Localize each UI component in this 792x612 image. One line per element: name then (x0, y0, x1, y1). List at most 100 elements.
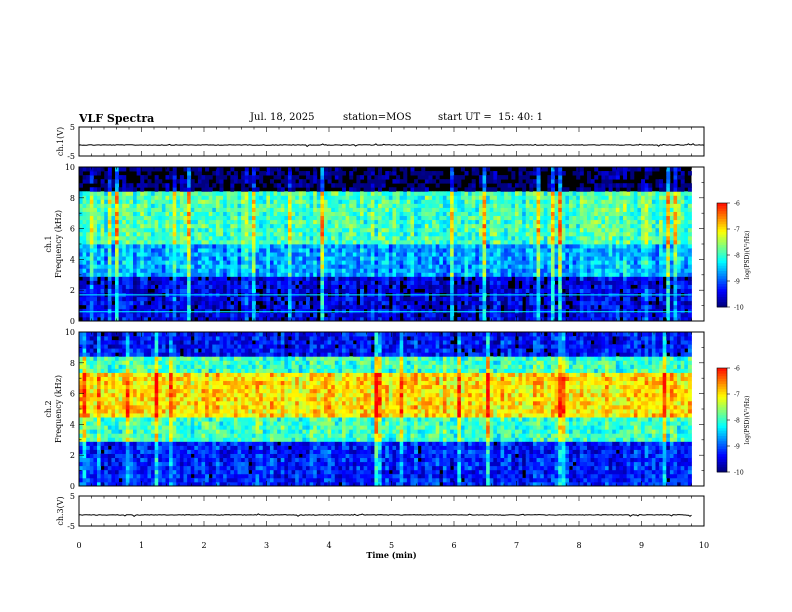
spectrogram-cell (558, 284, 563, 289)
spectrogram-cell (262, 244, 267, 249)
spectrogram-cell (532, 235, 537, 241)
spectrogram-cell (569, 316, 573, 322)
spectrogram-cell (262, 252, 267, 257)
spectrogram-cell (486, 167, 491, 172)
spectrogram-cell (327, 223, 332, 229)
spectrogram-cell (122, 268, 127, 273)
spectrogram-cell (554, 191, 559, 196)
spectrogram-cell (212, 248, 217, 253)
spectrogram-cell (579, 183, 584, 188)
spectrogram-cell (417, 296, 422, 302)
spectrogram-cell (226, 219, 231, 225)
spectrogram-cell (331, 276, 336, 281)
spectrogram-cell (244, 268, 249, 273)
spectrogram-cell (89, 207, 94, 212)
spectrogram-cell (305, 256, 310, 261)
spectrogram-cell (504, 219, 509, 225)
spectrogram-cell (360, 304, 365, 310)
spectrogram-cell (194, 312, 199, 318)
spectrogram-cell (468, 252, 473, 257)
spectrogram-cell (468, 268, 473, 273)
spectrogram-cell (363, 191, 368, 196)
spectrogram-cell (504, 223, 509, 229)
spectrogram-cell (158, 248, 163, 253)
spectrogram-cell (115, 312, 120, 318)
spectrogram-cell (158, 219, 163, 225)
spectrogram-cell (107, 288, 112, 294)
spectrogram-cell (284, 280, 289, 285)
spectrogram-cell (482, 284, 487, 289)
spectrogram-cell (406, 239, 411, 245)
spectrogram-cell (93, 284, 98, 289)
spectrogram-cell (320, 219, 325, 225)
spectrogram-cell (352, 211, 357, 217)
spectrogram-cell (316, 199, 321, 204)
spectrogram-cell (176, 195, 181, 200)
spectrogram-cell (154, 207, 159, 212)
spectrogram-cell (176, 244, 181, 249)
spectrogram-cell (540, 312, 545, 318)
spectrogram-cell (496, 248, 501, 253)
spectrogram-cell (158, 191, 163, 196)
spectrogram-cell (161, 211, 166, 217)
spectrogram-cell (151, 300, 156, 306)
spectrogram-cell (540, 256, 545, 261)
spectrogram-cell (122, 276, 127, 281)
spectrogram-cell (169, 316, 174, 322)
spectrogram-cell (233, 227, 238, 233)
spectrogram-cell (104, 211, 109, 217)
spectrogram-cell (273, 183, 278, 188)
spectrogram-cell (273, 215, 278, 221)
spectrogram-cell (313, 227, 318, 233)
spectrogram-cell (259, 227, 264, 233)
spectrogram-cell (187, 183, 192, 188)
spectrogram-cell (464, 304, 469, 310)
spectrogram-cell (86, 199, 91, 204)
spectrogram-cell (136, 171, 141, 176)
spectrogram-cell (313, 191, 318, 196)
spectrogram-cell (208, 239, 213, 245)
spectrogram-cell (331, 268, 336, 273)
spectrogram-cell (147, 252, 152, 257)
spectrogram-cell (233, 191, 238, 196)
spectrogram-cell (342, 260, 347, 265)
spectrogram-cell (496, 211, 501, 217)
spectrogram-cell (154, 312, 159, 318)
spectrogram-cell (277, 272, 282, 277)
spectrogram-cell (327, 227, 332, 233)
spectrogram-cell (176, 191, 181, 196)
spectrogram-cell (215, 167, 220, 172)
spectrogram-cell (554, 195, 559, 200)
spectrogram-cell (381, 260, 386, 265)
spectrogram-cell (428, 171, 433, 176)
spectrogram-cell (424, 272, 429, 277)
spectrogram-cell (219, 296, 224, 302)
spectrogram-cell (583, 316, 588, 322)
spectrogram-cell (439, 195, 444, 200)
spectrogram-cell (561, 239, 566, 245)
spectrogram-cell (403, 256, 408, 261)
spectrogram-cell (352, 300, 357, 306)
spectrogram-cell (313, 260, 318, 265)
spectrogram-cell (417, 219, 422, 225)
spectrogram-cell (201, 280, 206, 285)
spectrogram-cell (179, 260, 184, 265)
spectrogram-cell (569, 203, 573, 208)
spectrogram-cell (496, 316, 501, 322)
spectrogram-cell (93, 239, 98, 245)
spectrogram-cell (140, 183, 145, 188)
spectrogram-cell (111, 248, 116, 253)
spectrogram-cell (536, 296, 541, 302)
spectrogram-cell (572, 268, 577, 273)
spectrogram-cell (280, 256, 285, 261)
spectrogram-cell (197, 256, 202, 261)
spectrogram-cell (514, 231, 519, 237)
spectrogram-cell (215, 264, 220, 269)
spectrogram-cell (241, 239, 246, 245)
spectrogram-cell (378, 183, 383, 188)
spectrogram-cell (295, 199, 300, 204)
spectrogram-cell (464, 264, 469, 269)
spectrogram-cell (529, 203, 534, 208)
spectrogram-cell (561, 268, 566, 273)
spectrogram-cell (125, 183, 130, 188)
